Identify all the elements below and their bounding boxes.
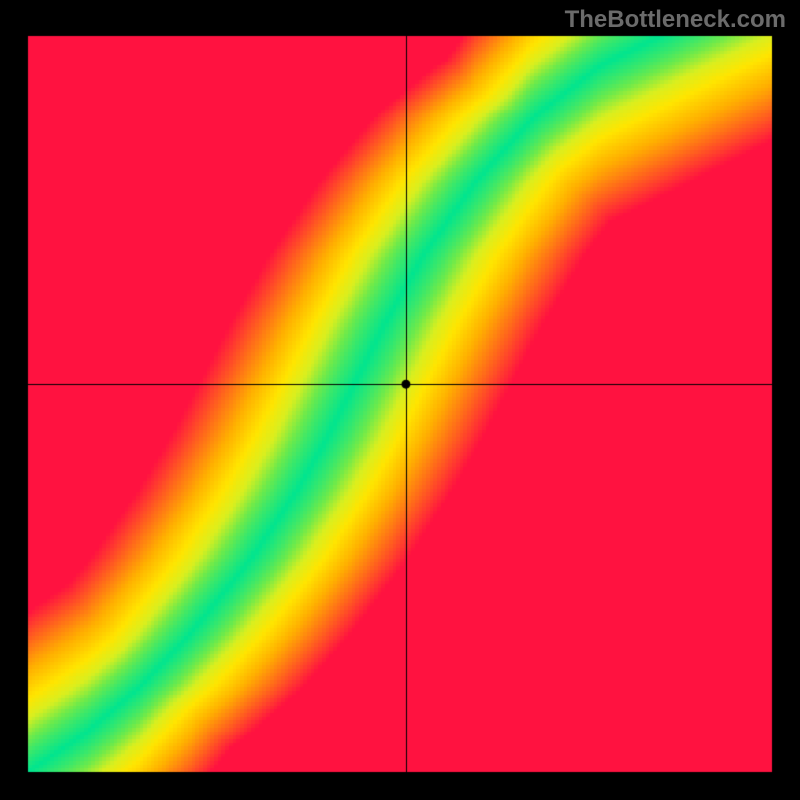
chart-container: TheBottleneck.com	[0, 0, 800, 800]
watermark-text: TheBottleneck.com	[565, 6, 786, 34]
bottleneck-heatmap	[0, 0, 800, 800]
